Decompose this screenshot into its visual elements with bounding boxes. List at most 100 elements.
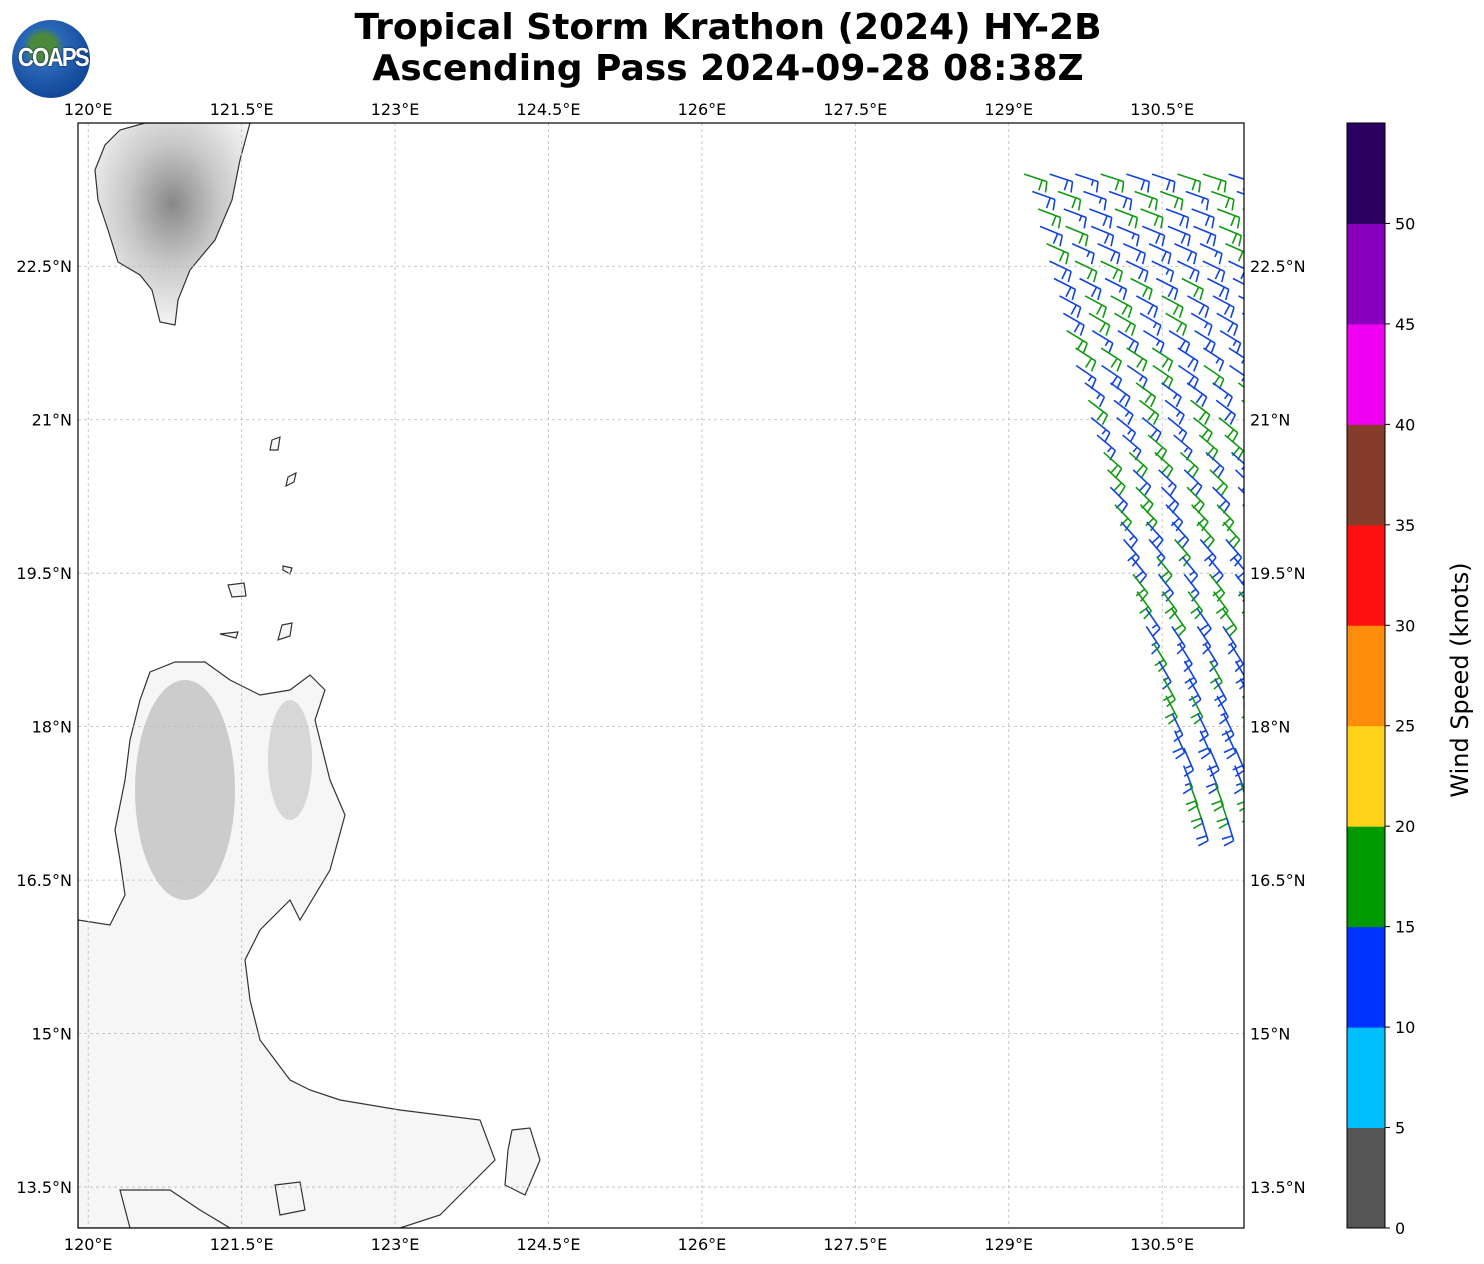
barb-full: [1263, 218, 1265, 229]
wind-barb: [1192, 417, 1213, 443]
barb-shaft: [1186, 486, 1205, 505]
barb-second: [1084, 357, 1093, 368]
wind-barb: [1181, 556, 1199, 585]
coaps-logo: COAPS: [12, 20, 90, 98]
wind-barb: [1122, 243, 1147, 265]
barb-shaft: [1225, 538, 1243, 559]
barb-full: [1118, 271, 1124, 283]
colorbar-tick-label: 45: [1395, 315, 1415, 334]
barb-shaft: [1251, 539, 1267, 557]
barb-second: [1215, 357, 1221, 364]
barb-second: [1155, 233, 1161, 244]
luzon: [78, 661, 496, 1228]
wind-barb: [1207, 277, 1230, 301]
barb-second: [1232, 340, 1238, 347]
barb-full: [1183, 769, 1194, 777]
barb-full: [1227, 645, 1237, 655]
barb-full: [1161, 235, 1166, 247]
barb-second: [1118, 286, 1123, 293]
wind-barb: [1116, 417, 1137, 443]
barb-shaft: [1126, 364, 1148, 380]
barb-shaft: [1139, 504, 1158, 523]
barb-shaft: [1229, 643, 1244, 665]
barb-full: [1175, 396, 1182, 408]
wind-barb: [1143, 330, 1165, 354]
barb-full: [1207, 324, 1213, 336]
colorbar-tick-label: 20: [1395, 817, 1415, 836]
barb-shaft: [1161, 295, 1184, 309]
barb-full: [1191, 468, 1199, 479]
wind-barb: [1120, 521, 1139, 550]
barb-full: [1152, 414, 1160, 425]
barb-full: [1044, 181, 1048, 193]
wind-barb: [1090, 225, 1115, 247]
barb-shaft: [1126, 347, 1148, 362]
barb-second: [1147, 411, 1156, 421]
wind-barb: [1114, 312, 1137, 336]
barb-full: [1265, 236, 1267, 247]
wind-barb: [1100, 347, 1123, 372]
barb-second: [1149, 429, 1158, 439]
barb-full: [1140, 468, 1148, 479]
lon-label-bottom: 129°E: [984, 1235, 1033, 1254]
barb-shaft: [1075, 364, 1097, 380]
barb-shaft: [1147, 434, 1167, 452]
barb-second: [1224, 411, 1232, 421]
wind-barb: [1087, 399, 1109, 425]
wind-barb: [1107, 469, 1126, 496]
barb-full: [1204, 414, 1211, 425]
barb-second: [1190, 588, 1197, 594]
barb-full: [1124, 396, 1131, 408]
barb-full: [1218, 360, 1225, 372]
barb-shaft: [1218, 225, 1242, 237]
barb-full: [1143, 610, 1152, 620]
lon-label-bottom: 127.5°E: [823, 1235, 887, 1254]
barb-second: [1172, 747, 1183, 754]
marinduque-mindoro: [119, 1181, 306, 1228]
barb-shaft: [1183, 469, 1203, 487]
wind-barb: [1179, 451, 1199, 479]
barb-full: [1217, 468, 1225, 479]
wind-barb: [1177, 173, 1202, 193]
barb-second: [1249, 748, 1259, 752]
lon-label-top: 130.5°E: [1130, 100, 1194, 119]
barb-full: [1133, 342, 1140, 354]
wind-barb: [1167, 225, 1191, 247]
barb-full: [1059, 235, 1064, 247]
barb-full: [1182, 324, 1188, 336]
barb-full: [1155, 432, 1162, 443]
barb-full: [1191, 592, 1200, 602]
barb-shaft: [1162, 591, 1178, 612]
barb-second: [1087, 375, 1093, 382]
barb-second: [1164, 606, 1175, 614]
barb-second: [1172, 304, 1180, 315]
wind-barb: [1218, 225, 1243, 247]
barb-full: [1255, 629, 1263, 637]
barb-shaft: [1108, 190, 1132, 201]
barb-full: [1156, 324, 1162, 336]
barb-shaft: [1224, 434, 1244, 452]
wind-barb: [1126, 347, 1148, 372]
barb-shaft: [1126, 173, 1150, 183]
wind-barb: [1053, 277, 1077, 301]
barb-shaft: [1155, 277, 1178, 291]
barb-full: [1247, 486, 1253, 495]
barb-full: [1201, 396, 1208, 408]
barb-shaft: [1216, 504, 1235, 523]
barb-full: [1122, 289, 1128, 301]
barb-shaft: [1204, 643, 1219, 665]
barb-full: [1077, 199, 1082, 211]
barb-second: [1251, 198, 1255, 208]
wind-barb: [1223, 730, 1237, 760]
barb-full: [1212, 235, 1217, 247]
barb-full: [1184, 342, 1191, 354]
wind-barb: [1194, 330, 1216, 354]
wind-barb: [1234, 469, 1253, 495]
barb-second: [1196, 835, 1207, 840]
title-line-1: Tropical Storm Krathon (2024) HY-2B: [354, 7, 1102, 48]
wind-barb: [1185, 782, 1199, 812]
barb-shaft: [1186, 382, 1208, 398]
barb-full: [1097, 289, 1102, 301]
wind-barb: [1159, 190, 1184, 211]
barb-shaft: [1075, 347, 1097, 362]
